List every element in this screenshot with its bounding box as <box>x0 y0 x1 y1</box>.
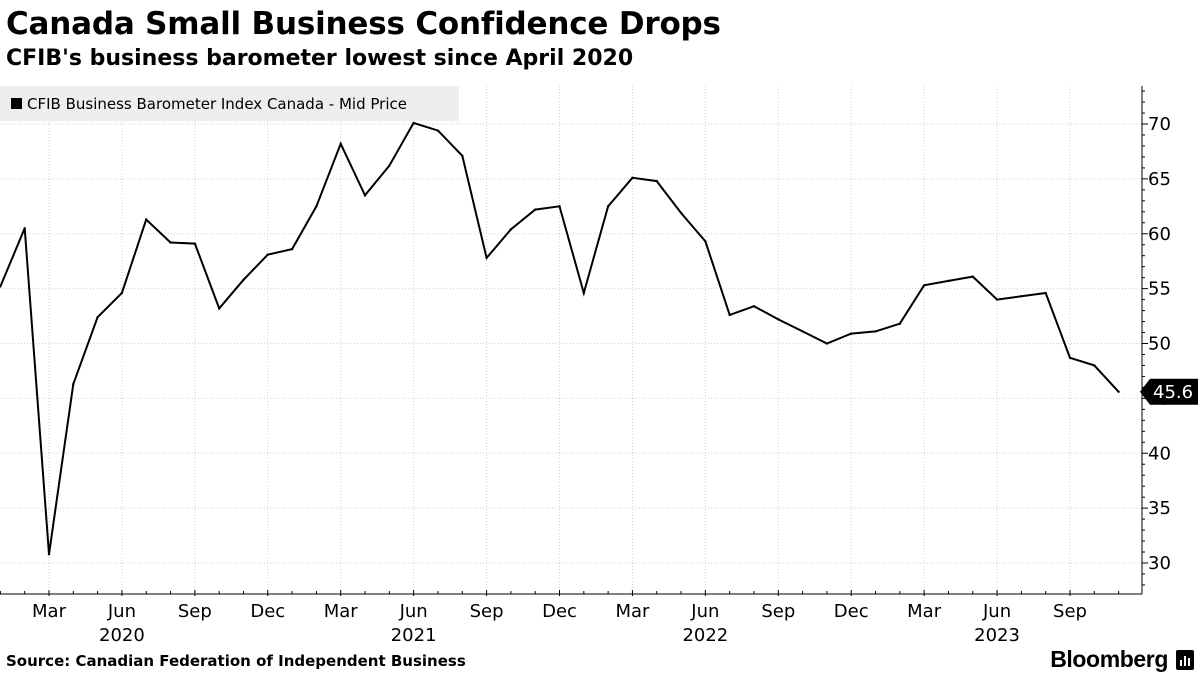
legend: CFIB Business Barometer Index Canada - M… <box>0 86 459 121</box>
y-tick-label-65: 65 <box>1148 169 1171 190</box>
x-year-label-2022: 2022 <box>682 625 728 646</box>
x-tick-label-9: Jun <box>690 601 719 622</box>
data-point <box>801 330 804 333</box>
x-tick-label-4: Mar <box>324 601 359 622</box>
x-tick-label-5: Jun <box>399 601 428 622</box>
data-point <box>558 205 561 208</box>
data-point <box>1044 291 1047 295</box>
last-value-label: 45.6 <box>1140 378 1198 405</box>
y-tick-label-30: 30 <box>1148 553 1171 574</box>
data-point <box>1020 295 1023 298</box>
data-point <box>971 275 974 278</box>
x-tick-label-12: Mar <box>907 601 942 622</box>
y-tick-label-40: 40 <box>1148 443 1171 464</box>
data-point <box>704 240 707 243</box>
x-tick-label-3: Dec <box>250 601 285 622</box>
data-point <box>388 164 391 167</box>
data-point <box>947 279 950 283</box>
data-point <box>363 194 367 197</box>
data-point <box>898 322 902 325</box>
y-tick-label-70: 70 <box>1148 114 1171 135</box>
y-tick-label-55: 55 <box>1148 279 1171 300</box>
x-tick-label-7: Dec <box>542 601 577 622</box>
x-tick-label-8: Mar <box>615 601 650 622</box>
data-point <box>631 176 634 179</box>
x-tick-label-1: Jun <box>107 601 136 622</box>
data-point <box>995 298 999 301</box>
chart-subtitle: CFIB's business barometer lowest since A… <box>6 46 634 71</box>
data-point <box>874 330 877 333</box>
data-point <box>72 382 75 386</box>
y-tick-label-35: 35 <box>1148 498 1171 519</box>
chart-title: Canada Small Business Confidence Drops <box>6 6 721 42</box>
data-point <box>1117 390 1120 393</box>
data-point <box>96 315 99 319</box>
data-point <box>533 208 537 211</box>
data-point <box>777 318 780 321</box>
data-point <box>728 313 731 317</box>
y-tick-label-60: 60 <box>1148 224 1171 245</box>
x-tick-label-10: Sep <box>761 601 795 622</box>
legend-label: CFIB Business Barometer Index Canada - M… <box>27 94 407 113</box>
data-point <box>509 228 513 231</box>
x-tick-label-13: Jun <box>982 601 1011 622</box>
y-axis: 303540455055606570 <box>1142 90 1171 586</box>
x-tick-label-0: Mar <box>32 601 67 622</box>
data-point <box>850 332 853 335</box>
data-point <box>436 129 440 132</box>
data-point <box>193 242 197 245</box>
x-tick-label-6: Sep <box>470 601 504 622</box>
data-point <box>461 154 464 158</box>
x-tick-label-2: Sep <box>178 601 212 622</box>
x-tick-label-11: Dec <box>834 601 869 622</box>
data-points <box>0 121 1120 556</box>
data-point <box>169 241 172 244</box>
last-value-label-bg <box>1140 378 1198 405</box>
y-tick-label-50: 50 <box>1148 334 1171 355</box>
bar-chart-icon <box>1176 650 1194 670</box>
data-point <box>315 205 318 208</box>
data-point <box>23 227 26 230</box>
data-point <box>290 247 294 251</box>
bloomberg-logo: Bloomberg <box>1050 646 1168 672</box>
data-point <box>485 256 488 260</box>
data-point <box>339 142 342 145</box>
x-year-label-2020: 2020 <box>99 625 145 646</box>
data-point <box>412 121 415 125</box>
data-point <box>266 253 269 256</box>
data-point <box>1093 364 1096 367</box>
data-point <box>47 553 51 556</box>
data-point <box>582 291 586 295</box>
data-point <box>752 304 756 308</box>
x-axis: Mar Jun Sep Dec Mar Jun Sep Dec Mar Jun Sep Dec Mar J… <box>0 590 1142 646</box>
x-tick-label-14: Sep <box>1053 601 1087 622</box>
last-value-label-text: 45.6 <box>1153 382 1193 403</box>
data-point <box>825 342 829 345</box>
x-year-label-2021: 2021 <box>391 625 437 646</box>
data-point <box>1068 356 1072 359</box>
legend-swatch <box>11 98 22 109</box>
x-year-label-2023: 2023 <box>974 625 1020 646</box>
data-point <box>242 278 245 282</box>
data-point <box>655 179 658 183</box>
data-point <box>679 211 683 215</box>
data-point <box>606 205 610 208</box>
data-point <box>0 285 2 288</box>
data-point <box>120 291 124 295</box>
gridlines <box>0 86 1142 594</box>
source-note: Source: Canadian Federation of Independe… <box>6 652 466 670</box>
data-point <box>922 284 926 287</box>
data-point <box>145 218 148 221</box>
data-point <box>217 307 221 310</box>
